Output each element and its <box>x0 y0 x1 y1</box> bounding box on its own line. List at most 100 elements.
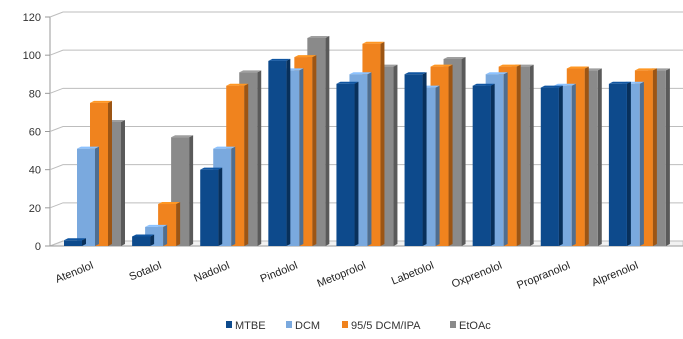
bar-front <box>64 240 82 246</box>
bar-top <box>404 72 427 75</box>
bar-top <box>200 167 223 170</box>
bar-top <box>485 72 508 75</box>
bar-top <box>430 64 453 67</box>
bars <box>64 35 670 247</box>
bar-side <box>176 202 181 246</box>
legend-label: DCM <box>295 320 320 332</box>
bar-mtbe-propranolol <box>540 85 563 246</box>
x-axis-categories: Atenolol Sotalol Nadolol Pindolol Metoprolol… <box>54 260 640 292</box>
legend-swatch <box>450 321 456 328</box>
bar-side <box>665 68 670 246</box>
bar-side <box>652 68 657 246</box>
bar-side <box>639 81 644 247</box>
bar-side <box>325 35 330 246</box>
bar-top <box>132 234 155 237</box>
bar-top <box>171 135 194 138</box>
bar-side <box>312 55 317 247</box>
bar-top <box>608 81 631 84</box>
x-category-label: Pindolol <box>259 260 300 286</box>
bar-side <box>150 234 155 246</box>
x-category-label: Labetolol <box>390 260 436 288</box>
bar-top <box>472 83 495 86</box>
bar-top <box>362 41 385 44</box>
bar-side <box>422 72 427 246</box>
bar-top <box>566 66 589 69</box>
gridline <box>49 49 683 56</box>
bar-front <box>540 87 559 246</box>
bar-dcm-atenolol <box>77 146 99 246</box>
bar-mtbe-oxprenolol <box>472 83 495 246</box>
bar-front <box>472 85 491 246</box>
y-tick-label: 40 <box>29 165 41 177</box>
bar-side <box>95 146 99 246</box>
bar-side <box>558 85 563 246</box>
bar-side <box>299 68 304 246</box>
y-tick-label: 20 <box>29 203 41 215</box>
bar-top <box>349 72 372 75</box>
legend-item: EtOAc <box>450 320 491 332</box>
legend-label: EtOAc <box>459 320 491 332</box>
legend-swatch <box>342 321 348 328</box>
bar-top <box>634 68 657 71</box>
bar-top <box>307 35 330 38</box>
bar-top <box>239 70 262 73</box>
bar-side <box>516 64 521 246</box>
legend-item: MTBE <box>226 320 266 332</box>
legend-label: 95/5 DCM/IPA <box>351 320 421 332</box>
bar-side <box>189 135 194 246</box>
bar-side <box>529 64 534 246</box>
bar-top <box>145 224 168 227</box>
bar-side <box>244 83 249 246</box>
bar-side <box>584 66 589 247</box>
y-tick-label: 80 <box>29 88 41 100</box>
bar-side <box>490 83 495 246</box>
bar-front <box>608 83 627 247</box>
bar-side <box>626 81 631 247</box>
legend-swatch <box>226 321 232 328</box>
legend-item: DCM <box>286 320 320 332</box>
bar-top <box>498 64 521 67</box>
bar-side <box>503 72 508 246</box>
bar-top <box>158 202 181 205</box>
bar-top <box>77 146 99 149</box>
bar-side <box>367 72 372 246</box>
bar-side <box>231 146 236 246</box>
bar-front <box>200 169 219 246</box>
bar-side <box>435 85 440 246</box>
bar-side <box>108 100 112 246</box>
y-axis-ticks: 0 20 40 60 80 100 120 <box>23 12 50 253</box>
x-category-label: Alprenolol <box>590 260 640 289</box>
x-category-label: Atenolol <box>54 260 95 286</box>
legend-swatch <box>286 321 292 328</box>
bar-side <box>121 119 125 246</box>
bar-side <box>448 64 453 246</box>
bar-side <box>461 56 466 246</box>
bar-side <box>82 238 86 246</box>
bar-front <box>77 148 95 246</box>
bar-top <box>336 81 359 84</box>
bar-mtbe-pindolol <box>268 58 291 247</box>
bar-side <box>380 41 385 246</box>
x-category-label: Oxprenolol <box>450 260 504 291</box>
bar-front <box>336 83 355 247</box>
bar-mtbe-sotalol <box>132 234 155 246</box>
bar-side <box>257 70 262 246</box>
bar-side <box>286 58 291 247</box>
bar-top <box>213 146 236 149</box>
bar-side <box>163 224 168 246</box>
legend-label: MTBE <box>235 320 266 332</box>
legend-item: 95/5 DCM/IPA <box>342 320 421 332</box>
bar-front <box>132 236 151 246</box>
bar-front <box>268 60 287 247</box>
bar-top <box>268 58 291 61</box>
x-category-label: Propranolol <box>515 260 572 292</box>
bar-mtbe-alprenolol <box>608 81 631 247</box>
y-tick-label: 0 <box>35 241 41 253</box>
bar-top <box>226 83 249 86</box>
bar-side <box>571 83 576 246</box>
x-category-label: Metoprolol <box>315 260 367 290</box>
bar-side <box>218 167 223 246</box>
bar-top <box>294 55 317 58</box>
bar-mtbe-atenolol <box>64 238 86 246</box>
